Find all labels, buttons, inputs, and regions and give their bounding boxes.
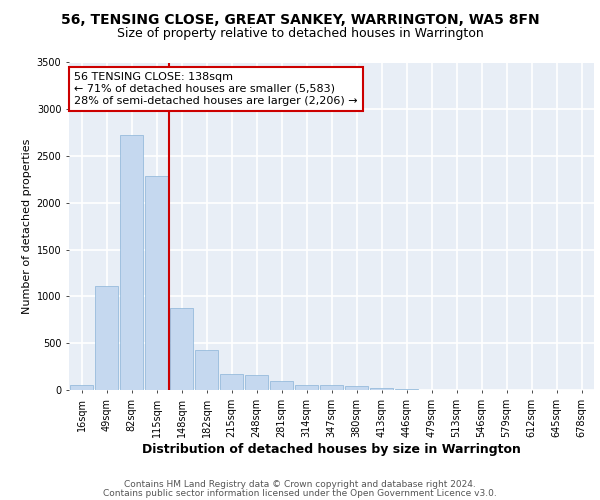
Bar [170, 308, 193, 390]
Y-axis label: Number of detached properties: Number of detached properties [22, 138, 32, 314]
Bar [270, 381, 293, 390]
Text: Contains HM Land Registry data © Crown copyright and database right 2024.: Contains HM Land Registry data © Crown c… [124, 480, 476, 489]
Text: Size of property relative to detached houses in Warrington: Size of property relative to detached ho… [116, 28, 484, 40]
Bar [395, 388, 418, 390]
Bar [220, 374, 243, 390]
Bar [95, 286, 118, 390]
Bar [245, 374, 268, 390]
Bar [345, 386, 368, 390]
Bar [195, 350, 218, 390]
Text: Contains public sector information licensed under the Open Government Licence v3: Contains public sector information licen… [103, 489, 497, 498]
Bar [370, 388, 393, 390]
Bar [145, 176, 168, 390]
X-axis label: Distribution of detached houses by size in Warrington: Distribution of detached houses by size … [142, 442, 521, 456]
Bar [295, 385, 318, 390]
Bar [120, 134, 143, 390]
Text: 56, TENSING CLOSE, GREAT SANKEY, WARRINGTON, WA5 8FN: 56, TENSING CLOSE, GREAT SANKEY, WARRING… [61, 12, 539, 26]
Bar [320, 386, 343, 390]
Text: 56 TENSING CLOSE: 138sqm
← 71% of detached houses are smaller (5,583)
28% of sem: 56 TENSING CLOSE: 138sqm ← 71% of detach… [74, 72, 358, 106]
Bar [70, 386, 93, 390]
